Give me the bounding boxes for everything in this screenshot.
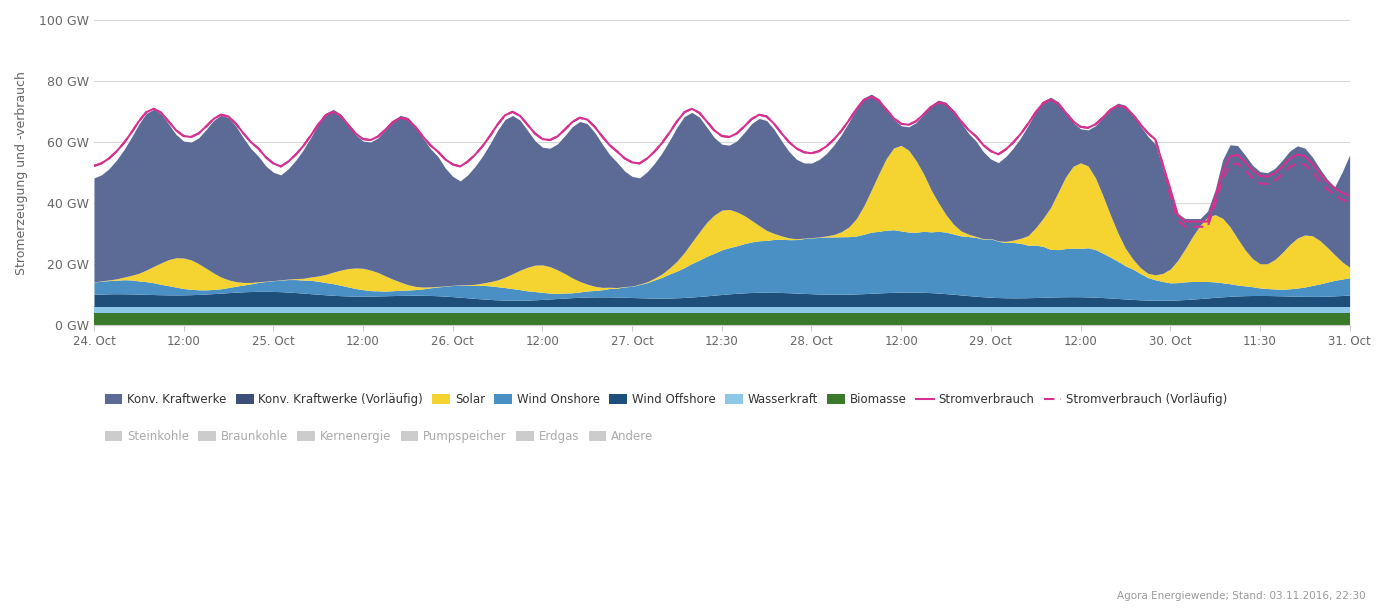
Text: Agora Energiewende; Stand: 03.11.2016, 22:30: Agora Energiewende; Stand: 03.11.2016, 2…	[1117, 591, 1365, 601]
Y-axis label: Stromerzeugung und -verbrauch: Stromerzeugung und -verbrauch	[15, 71, 28, 275]
Legend: Steinkohle, Braunkohle, Kernenergie, Pumpspeicher, Erdgas, Andere: Steinkohle, Braunkohle, Kernenergie, Pum…	[100, 425, 658, 448]
